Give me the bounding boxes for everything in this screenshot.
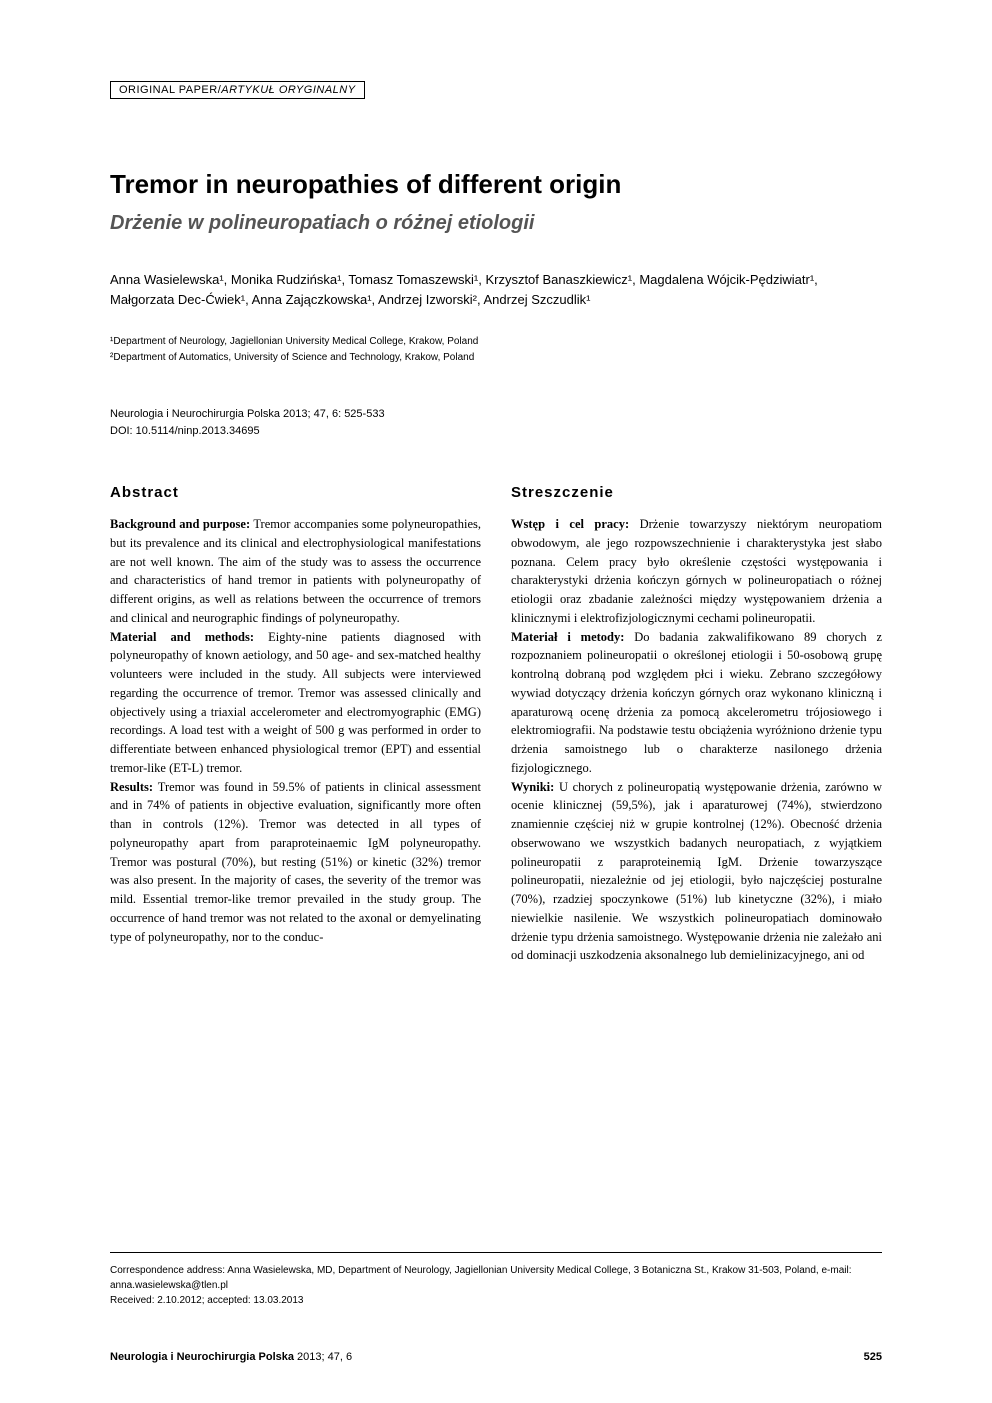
affiliations-block: ¹Department of Neurology, Jagiellonian U… [110, 334, 882, 366]
two-column-layout: Abstract Background and purpose: Tremor … [110, 484, 882, 965]
results-text: Tremor was found in 59.5% of patients in… [110, 780, 481, 944]
abstract-header: Abstract [110, 484, 481, 501]
article-type-main: ORIGINAL PAPER/ [119, 84, 221, 96]
material-pl-label: Materiał i metody: [511, 630, 624, 644]
journal-issue: 2013; 47, 6 [294, 1351, 352, 1363]
citation-doi: DOI: 10.5114/ninp.2013.34695 [110, 423, 882, 440]
material-pl-text: Do badania zakwalifikowano 89 chorych z … [511, 630, 882, 775]
authors-line-2: Małgorzata Dec-Ćwiek¹, Anna Zajączkowska… [110, 290, 882, 310]
left-column: Abstract Background and purpose: Tremor … [110, 484, 481, 965]
authors-line-1: Anna Wasielewska¹, Monika Rudzińska¹, To… [110, 270, 882, 290]
authors-block: Anna Wasielewska¹, Monika Rudzińska¹, To… [110, 270, 882, 309]
streszczenie-body: Wstęp i cel pracy: Drżenie towarzyszy ni… [511, 515, 882, 965]
abstract-body: Background and purpose: Tremor accompani… [110, 515, 481, 946]
material-text: Eighty-nine patients diagnosed with poly… [110, 630, 481, 775]
citation-block: Neurologia i Neurochirurgia Polska 2013;… [110, 406, 882, 439]
received-accepted: Received: 2.10.2012; accepted: 13.03.201… [110, 1293, 882, 1308]
correspondence-address: Correspondence address: Anna Wasielewska… [110, 1263, 882, 1293]
page-footer: Neurologia i Neurochirurgia Polska 2013;… [110, 1351, 882, 1363]
article-type-italic: ARTYKUŁ ORYGINALNY [221, 84, 355, 96]
citation-journal: Neurologia i Neurochirurgia Polska 2013;… [110, 406, 882, 423]
footer-divider [110, 1252, 882, 1253]
right-column: Streszczenie Wstęp i cel pracy: Drżenie … [511, 484, 882, 965]
material-label: Material and methods: [110, 630, 254, 644]
affiliation-2: ²Department of Automatics, University of… [110, 350, 882, 366]
wyniki-text: U chorych z polineuropatią występowanie … [511, 780, 882, 963]
affiliation-1: ¹Department of Neurology, Jagiellonian U… [110, 334, 882, 350]
article-title: Tremor in neuropathies of different orig… [110, 169, 882, 200]
background-label: Background and purpose: [110, 517, 250, 531]
background-text: Tremor accompanies some polyneuropathies… [110, 517, 481, 625]
journal-name-bold: Neurologia i Neurochirurgia Polska [110, 1351, 294, 1363]
wstep-label: Wstęp i cel pracy: [511, 517, 629, 531]
streszczenie-header: Streszczenie [511, 484, 882, 501]
article-type-badge: ORIGINAL PAPER/ARTYKUŁ ORYGINALNY [110, 81, 365, 99]
wyniki-label: Wyniki: [511, 780, 554, 794]
wstep-text: Drżenie towarzyszy niektórym neuropatiom… [511, 517, 882, 625]
article-subtitle: Drżenie w polineuropatiach o różnej etio… [110, 212, 882, 235]
results-label: Results: [110, 780, 153, 794]
page-number: 525 [864, 1351, 882, 1363]
correspondence-block: Correspondence address: Anna Wasielewska… [110, 1263, 882, 1308]
journal-reference: Neurologia i Neurochirurgia Polska 2013;… [110, 1351, 352, 1363]
